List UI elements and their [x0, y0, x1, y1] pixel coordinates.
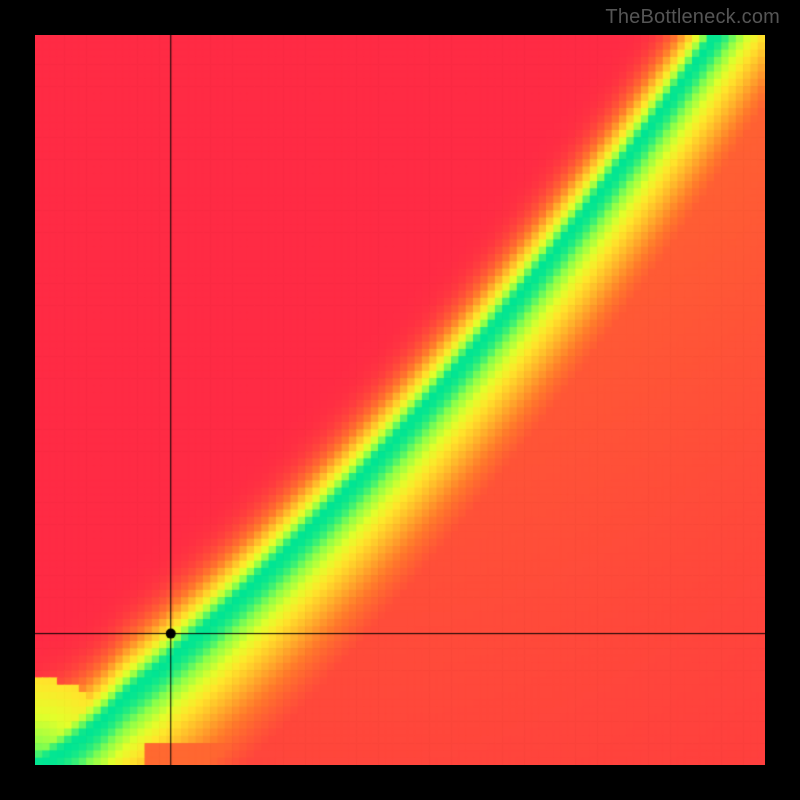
chart-container: TheBottleneck.com [0, 0, 800, 800]
heatmap-canvas [35, 35, 765, 765]
heatmap-plot-area [35, 35, 765, 765]
watermark-text: TheBottleneck.com [605, 6, 780, 29]
